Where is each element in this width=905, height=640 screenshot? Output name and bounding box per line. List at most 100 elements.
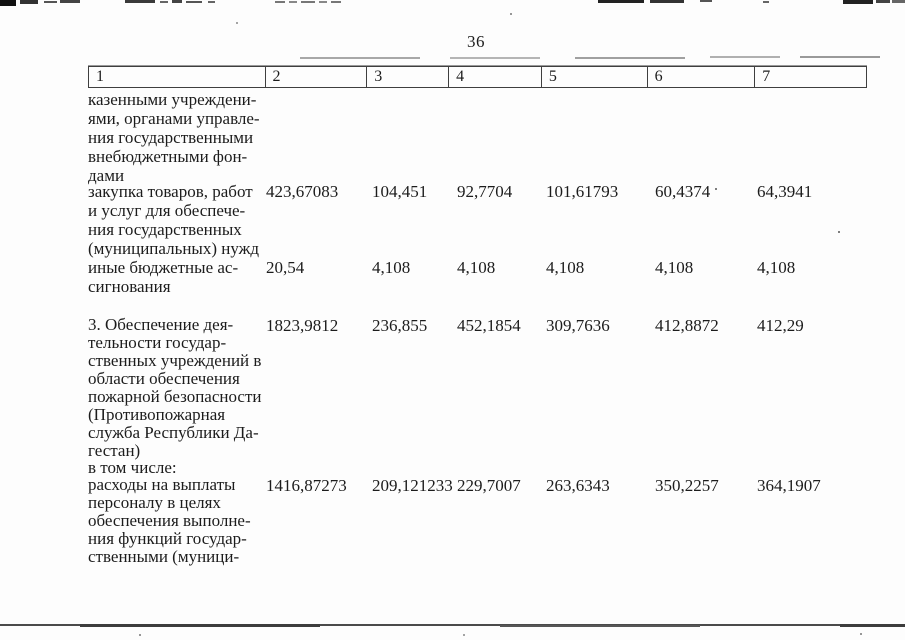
scan-artifact-line	[208, 1, 215, 3]
row-label-line: 3. Обеспечение дея-	[88, 315, 234, 334]
scan-artifact-line	[0, 0, 16, 6]
scan-artifact-line	[60, 0, 80, 3]
cell-value: 4,108	[372, 258, 411, 277]
cell-value: 309,7636	[546, 316, 610, 335]
row-label: в том числе:	[88, 458, 265, 477]
scan-artifact-line	[763, 1, 769, 3]
row-label-line: области обеспечения	[88, 369, 240, 388]
cell-value: 20,54	[266, 258, 305, 277]
row-label-line: обеспечения выполне-	[88, 511, 251, 530]
row-label: иные бюджетные ас-сигнования	[88, 258, 265, 296]
cell-value: 412,8872	[655, 316, 719, 335]
scan-artifact-line	[710, 56, 780, 58]
cell-value: 423,67083	[266, 182, 339, 201]
scan-artifact-line	[301, 1, 315, 3]
scan-artifact-line	[598, 0, 644, 3]
cell-value: 64,3941	[757, 182, 813, 201]
cell-value: 4,108	[546, 258, 585, 277]
cell-value: 350,2257	[655, 476, 719, 495]
header-cell-7: 7	[762, 68, 771, 85]
cell-value: 60,4374	[655, 182, 711, 201]
scan-artifact-line	[125, 0, 155, 3]
header-cell-2: 2	[266, 67, 368, 87]
row-label-line: ями, органами управле-	[88, 109, 260, 128]
row-label-line: ственных учреждений в	[88, 351, 262, 370]
row-label-line: персоналу в целях	[88, 493, 221, 512]
cell-value: 101,61793	[546, 182, 619, 201]
row-label-line: тельности государ-	[88, 333, 227, 352]
scan-artifact-speck	[236, 22, 238, 24]
row-label-line: пожарной безопасности	[88, 387, 262, 406]
row-label-line: внебюджетными фон-	[88, 147, 248, 166]
row-label-line: казенными учреждени-	[88, 90, 257, 109]
scan-artifact-line	[331, 1, 341, 3]
cell-value: 236,855	[372, 316, 428, 335]
row-label-line: (Противопожарная	[88, 405, 226, 424]
scan-artifact-line	[843, 0, 873, 4]
header-cell-5: 5	[542, 67, 648, 87]
scan-artifact-line	[20, 0, 38, 4]
row-label-line: ния функций государ-	[88, 529, 247, 548]
cell-value: 4,108	[457, 258, 496, 277]
cell-value: 364,1907	[757, 476, 821, 495]
scan-artifact-line	[650, 0, 684, 3]
row-label: казенными учреждени-ями, органами управл…	[88, 90, 265, 185]
row-label-line: ственными (муници-	[88, 547, 240, 566]
scan-artifact-line	[289, 1, 297, 3]
scan-artifact-line	[500, 625, 700, 627]
header-cell-6: 6	[648, 67, 756, 87]
cell-value: 209,121233	[372, 476, 453, 495]
scan-artifact-line	[450, 57, 540, 59]
row-label-line: иные бюджетные ас-	[88, 258, 239, 277]
row-label-line: гестан)	[88, 441, 141, 460]
scan-artifact-line	[186, 1, 202, 3]
scan-artifact-speck	[510, 13, 512, 15]
scan-artifact-line	[300, 57, 420, 59]
scan-artifact-line	[319, 1, 327, 3]
row-label-line: расходы на выплаты	[88, 475, 236, 494]
scan-artifact-speck	[860, 633, 862, 635]
row-label: расходы на выплаты персоналу в целях обесп…	[88, 476, 265, 566]
scan-artifact-line	[44, 1, 57, 3]
scan-artifact-speck	[715, 188, 717, 190]
row-label-line: сигнования	[88, 277, 171, 296]
row-label-line: закупка товаров, работ	[88, 182, 253, 201]
scan-artifact-line	[892, 0, 905, 3]
table-header-row: 1 2 3 4 5 6 7	[88, 66, 867, 88]
cell-value: 452,1854	[457, 316, 521, 335]
row-label-line: ния государственными	[88, 128, 254, 147]
header-cell-4: 4	[449, 67, 542, 87]
scan-artifact-line	[575, 57, 685, 59]
row-label: 3. Обеспечение дея-тельности государ-ств…	[88, 316, 265, 460]
scan-artifact-line	[160, 1, 168, 3]
row-label-line: дами	[88, 166, 125, 185]
header-cell-3: 3	[367, 67, 450, 87]
cell-value: 263,6343	[546, 476, 610, 495]
scan-artifact-line	[80, 624, 320, 627]
cell-value: 4,108	[655, 258, 694, 277]
scan-artifact-speck	[838, 231, 840, 233]
header-cell-1: 1	[89, 67, 266, 87]
scan-artifact-speck	[463, 634, 465, 636]
cell-value: 1416,87273	[266, 476, 347, 495]
cell-value: 4,108	[757, 258, 796, 277]
row-label: закупка товаров, работ и услуг для обеспе…	[88, 182, 265, 258]
row-label-line: (муниципальных) нужд	[88, 239, 260, 258]
scan-artifact-line	[0, 624, 905, 626]
row-label-line: служба Республики Да-	[88, 423, 259, 442]
cell-value: 229,7007	[457, 476, 521, 495]
page-number: 36	[467, 32, 485, 51]
scan-artifact-line	[172, 0, 182, 3]
cell-value: 1823,9812	[266, 316, 339, 335]
scan-artifact-line	[275, 1, 285, 3]
scan-artifact-line	[876, 0, 890, 3]
scan-artifact-speck	[139, 634, 141, 636]
row-label-line: в том числе:	[88, 458, 177, 477]
row-label-line: ния государственных	[88, 220, 242, 239]
cell-value: 104,451	[372, 182, 428, 201]
scan-artifact-line	[840, 624, 905, 627]
row-label-line: и услуг для обеспече-	[88, 201, 246, 220]
cell-value: 412,29	[757, 316, 804, 335]
cell-value: 92,7704	[457, 182, 513, 201]
